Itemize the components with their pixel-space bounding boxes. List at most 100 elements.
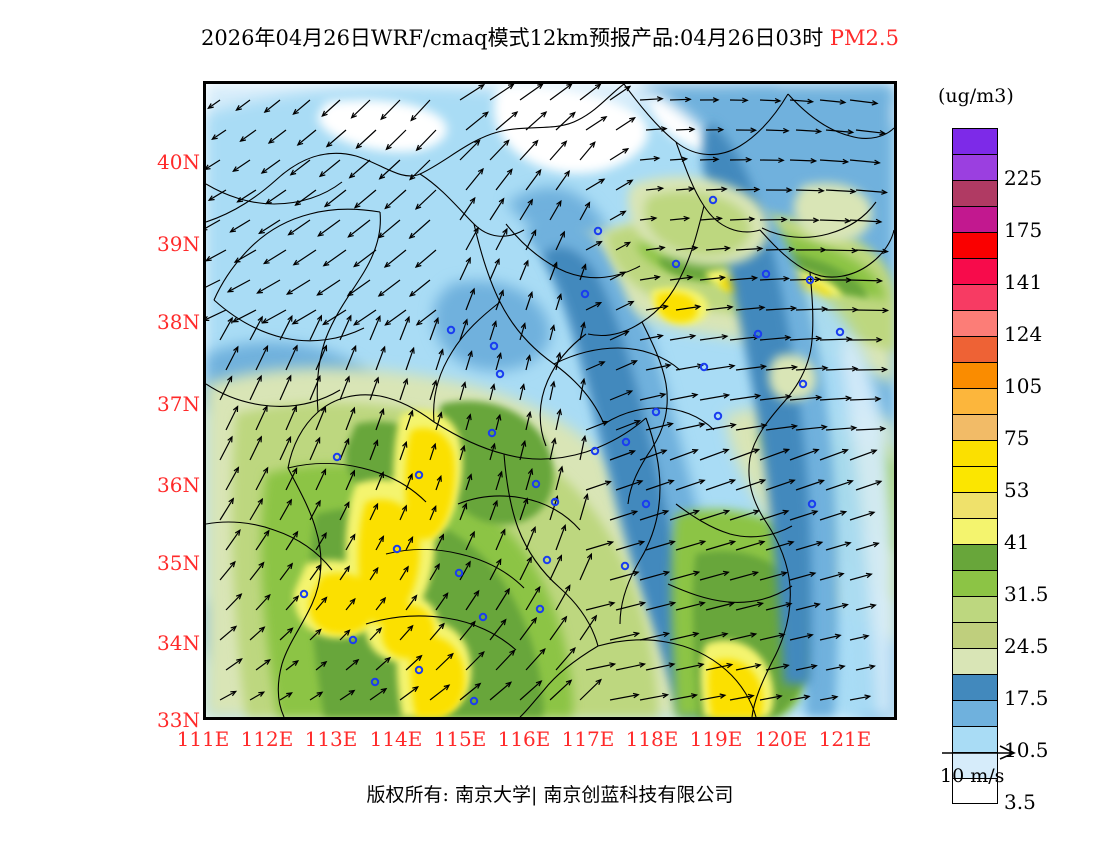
wind-arrow-head: [408, 290, 416, 297]
city-station-marker[interactable]: [835, 327, 845, 337]
colorbar-band-11[interactable]: [952, 414, 998, 440]
city-station-marker[interactable]: [370, 677, 380, 687]
city-station-marker[interactable]: [489, 341, 499, 351]
city-station-marker[interactable]: [708, 195, 718, 205]
colorbar-band-5[interactable]: [952, 258, 998, 284]
ytick-40N: 40N: [157, 150, 200, 174]
wind-arrow-head: [868, 664, 876, 670]
city-station-marker[interactable]: [550, 497, 560, 507]
city-station-marker[interactable]: [495, 369, 505, 379]
colorbar-band-15[interactable]: [952, 518, 998, 544]
colorbar-band-17[interactable]: [952, 570, 998, 596]
city-station-marker[interactable]: [671, 259, 681, 269]
colorbar-band-1[interactable]: [952, 154, 998, 180]
city-station-marker[interactable]: [805, 275, 815, 285]
city-station-marker[interactable]: [753, 329, 763, 339]
wind-arrow: [795, 308, 827, 311]
city-station-marker[interactable]: [621, 437, 631, 447]
city-station-marker[interactable]: [593, 226, 603, 236]
city-station-marker[interactable]: [641, 499, 651, 509]
city-station-marker[interactable]: [798, 379, 808, 389]
colorbar-band-2[interactable]: [952, 180, 998, 206]
wind-arrow-head: [760, 423, 768, 429]
colorbar-band-6[interactable]: [952, 284, 998, 310]
wind-arrow: [639, 694, 668, 701]
colorbar-band-21[interactable]: [952, 674, 998, 700]
colorbar-band-9[interactable]: [952, 362, 998, 388]
city-station-marker[interactable]: [299, 589, 309, 599]
city-station-marker[interactable]: [469, 696, 479, 706]
city-station-marker[interactable]: [620, 561, 630, 571]
wind-arrow: [349, 159, 371, 179]
city-station-marker[interactable]: [699, 362, 709, 372]
colorbar-band-12[interactable]: [952, 440, 998, 466]
city-station-marker[interactable]: [590, 446, 600, 456]
map-plot-area[interactable]: [203, 81, 897, 720]
wind-arrow: [459, 319, 468, 341]
colorbar-band-19[interactable]: [952, 622, 998, 648]
colorbar[interactable]: [952, 128, 998, 804]
colorbar-band-3[interactable]: [952, 206, 998, 232]
wind-arrow: [729, 571, 758, 581]
colorbar-band-13[interactable]: [952, 466, 998, 492]
colorbar-band-10[interactable]: [952, 388, 998, 414]
colorbar-band-18[interactable]: [952, 596, 998, 622]
colorbar-band-20[interactable]: [952, 648, 998, 674]
city-station-marker[interactable]: [392, 544, 402, 554]
xtick-114E: 114E: [369, 727, 423, 751]
colorbar-band-4[interactable]: [952, 232, 998, 258]
wind-arrow: [255, 467, 269, 491]
wind-arrow: [795, 426, 827, 431]
city-station-marker[interactable]: [651, 407, 661, 417]
wind-arrow: [675, 479, 705, 491]
colorbar-label-41: 41: [1004, 530, 1030, 554]
wind-arrow: [579, 436, 586, 461]
city-station-marker[interactable]: [535, 604, 545, 614]
city-station-marker[interactable]: [542, 555, 552, 565]
wind-arrow: [279, 436, 292, 461]
city-station-marker[interactable]: [580, 289, 590, 299]
wind-arrow: [645, 305, 668, 311]
city-station-marker[interactable]: [414, 665, 424, 675]
wind-arrow-head: [474, 139, 481, 146]
wind-arrow: [429, 506, 437, 521]
wind-arrow-head: [292, 530, 299, 538]
city-station-marker[interactable]: [807, 499, 817, 509]
colorbar-band-0[interactable]: [952, 128, 998, 154]
city-station-marker[interactable]: [332, 452, 342, 462]
colorbar-band-23[interactable]: [952, 726, 998, 752]
wind-arrow: [855, 249, 888, 253]
colorbar-band-22[interactable]: [952, 700, 998, 726]
city-station-marker[interactable]: [713, 411, 723, 421]
colorbar-band-14[interactable]: [952, 492, 998, 518]
wind-arrow-head: [879, 129, 887, 136]
wind-arrow: [819, 449, 848, 461]
wind-arrow: [675, 305, 701, 311]
city-station-marker[interactable]: [761, 269, 771, 279]
wind-arrow: [789, 159, 816, 162]
wind-arrow: [705, 424, 736, 431]
colorbar-band-16[interactable]: [952, 544, 998, 570]
city-station-marker[interactable]: [478, 612, 488, 622]
city-station-marker[interactable]: [348, 635, 358, 645]
wind-arrow-head: [207, 103, 214, 110]
city-station-marker[interactable]: [446, 325, 456, 335]
wind-arrow-head: [526, 556, 532, 563]
wind-arrow-head: [814, 276, 822, 283]
colorbar-band-25[interactable]: [952, 778, 998, 804]
wind-arrow-head: [415, 319, 423, 326]
wind-arrow-head: [879, 426, 887, 432]
wind-arrow: [405, 348, 415, 371]
wind-arrow: [675, 663, 704, 671]
city-station-marker[interactable]: [454, 568, 464, 578]
colorbar-band-8[interactable]: [952, 336, 998, 362]
city-station-marker[interactable]: [414, 470, 424, 480]
wind-arrow: [519, 384, 525, 401]
city-station-marker[interactable]: [531, 479, 541, 489]
city-station-marker[interactable]: [487, 428, 497, 438]
wind-arrow-head: [519, 383, 526, 391]
wind-arrow-head: [780, 216, 788, 223]
wind-arrow-head: [842, 158, 850, 165]
wind-arrow: [378, 219, 401, 239]
colorbar-band-7[interactable]: [952, 310, 998, 336]
